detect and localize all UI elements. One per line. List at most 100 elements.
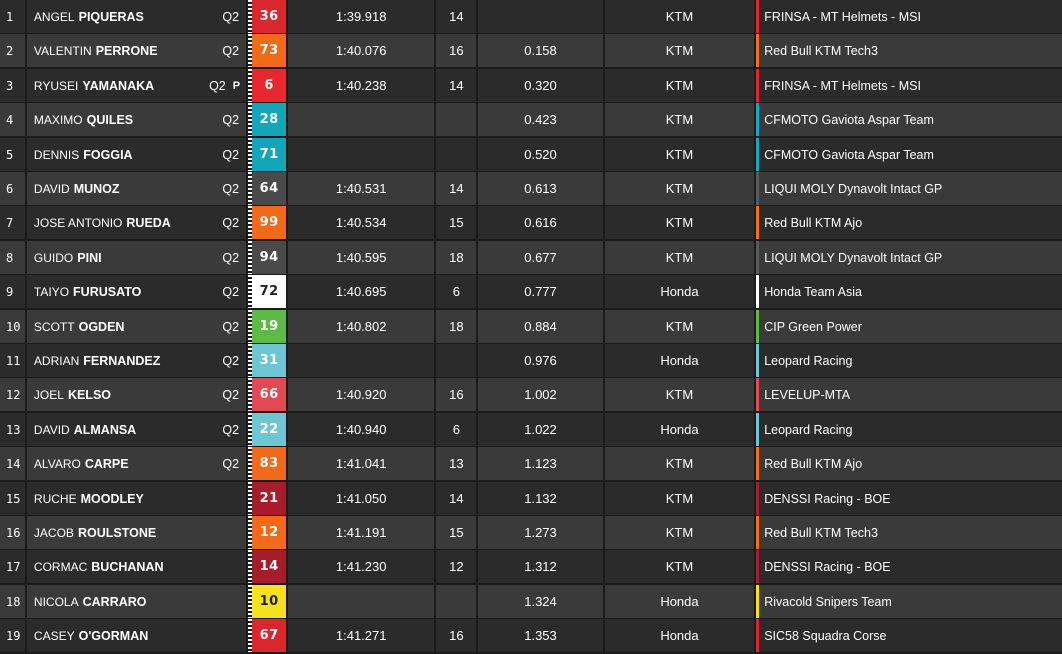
gap-cell	[478, 0, 603, 33]
laps-cell: 15	[436, 206, 477, 239]
rider-name-cell[interactable]: JACOB ROULSTONE	[26, 516, 247, 549]
team-cell[interactable]: FRINSA - MT Helmets - MSI	[756, 0, 1062, 33]
team-cell[interactable]: Leopard Racing	[756, 413, 1062, 446]
team-cell[interactable]: Red Bull KTM Ajo	[756, 206, 1062, 239]
table-row[interactable]: 1 ANGEL PIQUERAS Q2 36 1:39.918 14 KTM FRINSA - …	[0, 0, 1062, 33]
rider-last-name: MOODLEY	[80, 491, 144, 506]
laps-cell: 14	[436, 482, 477, 515]
team-cell[interactable]: Leopard Racing	[756, 344, 1062, 377]
rider-name-cell[interactable]: JOEL KELSO Q2	[26, 378, 247, 411]
table-row[interactable]: 10 SCOTT OGDEN Q2 19 1:40.802 18 0.884 KTM CIP Gr…	[0, 310, 1062, 343]
table-row[interactable]: 13 DAVID ALMANSA Q2 22 1:40.940 6 1.022 Honda Leo…	[0, 413, 1062, 446]
checkered-strip	[248, 206, 253, 239]
rider-name-cell[interactable]: DENNIS FOGGIA Q2	[26, 138, 247, 171]
table-row[interactable]: 11 ADRIAN FERNANDEZ Q2 31 0.976 Honda Leopard R…	[0, 344, 1062, 377]
lap-time-cell: 1:39.918	[287, 0, 435, 33]
rider-name-cell[interactable]: DAVID ALMANSA Q2	[26, 413, 247, 446]
table-row[interactable]: 15 RUCHE MOODLEY 21 1:41.050 14 1.132 KTM DENSSI…	[0, 482, 1062, 515]
rider-name-cell[interactable]: SCOTT OGDEN Q2	[26, 310, 247, 343]
rider-name-cell[interactable]: JOSE ANTONIO RUEDA Q2	[26, 206, 247, 239]
table-row[interactable]: 12 JOEL KELSO Q2 66 1:40.920 16 1.002 KTM LEVELUP…	[0, 378, 1062, 411]
gap-cell: 1.022	[478, 413, 603, 446]
table-row[interactable]: 2 VALENTIN PERRONE Q2 73 1:40.076 16 0.158 KTM Re…	[0, 34, 1062, 67]
team-cell[interactable]: CIP Green Power	[756, 310, 1062, 343]
team-cell[interactable]: Honda Team Asia	[756, 275, 1062, 308]
rider-name-cell[interactable]: ANGEL PIQUERAS Q2	[26, 0, 247, 33]
team-cell[interactable]: Red Bull KTM Tech3	[756, 516, 1062, 549]
team-cell[interactable]: CFMOTO Gaviota Aspar Team	[756, 103, 1062, 136]
rider-number-badge: 99	[252, 206, 287, 239]
team-cell[interactable]: DENSSI Racing - BOE	[756, 550, 1062, 583]
lap-time-cell	[287, 344, 435, 377]
rider-name-cell[interactable]: CASEY O'GORMAN	[26, 619, 247, 652]
rider-number-badge: 66	[252, 378, 287, 411]
rider-number-badge: 71	[252, 138, 287, 171]
team-cell[interactable]: Red Bull KTM Tech3	[756, 34, 1062, 67]
table-row[interactable]: 6 DAVID MUNOZ Q2 64 1:40.531 14 0.613 KTM LIQUI M…	[0, 172, 1062, 205]
rider-name-cell[interactable]: RUCHE MOODLEY	[26, 482, 247, 515]
team-cell[interactable]: DENSSI Racing - BOE	[756, 482, 1062, 515]
checkered-strip	[248, 0, 253, 33]
rider-number-cell: 10	[248, 585, 287, 618]
table-row[interactable]: 9 TAIYO FURUSATO Q2 72 1:40.695 6 0.777 Honda Hon…	[0, 275, 1062, 308]
team-cell[interactable]: LIQUI MOLY Dynavolt Intact GP	[756, 172, 1062, 205]
rider-name-cell[interactable]: TAIYO FURUSATO Q2	[26, 275, 247, 308]
rider-name-cell[interactable]: DAVID MUNOZ Q2	[26, 172, 247, 205]
team-color-bar	[756, 447, 760, 480]
session-label: Q2	[222, 250, 240, 265]
gap-cell: 1.324	[478, 585, 603, 618]
rider-name-cell[interactable]: ADRIAN FERNANDEZ Q2	[26, 344, 247, 377]
rider-name-cell[interactable]: RYUSEI YAMANAKA Q2 P	[26, 69, 247, 102]
team-color-bar	[756, 413, 760, 446]
lap-time-cell: 1:41.191	[287, 516, 435, 549]
team-cell[interactable]: Rivacold Snipers Team	[756, 585, 1062, 618]
rider-name-cell[interactable]: MAXIMO QUILES Q2	[26, 103, 247, 136]
rider-name-cell[interactable]: VALENTIN PERRONE Q2	[26, 34, 247, 67]
rider-number-badge: 31	[252, 344, 287, 377]
team-cell[interactable]: CFMOTO Gaviota Aspar Team	[756, 138, 1062, 171]
rider-last-name: ALMANSA	[73, 422, 137, 437]
laps-cell: 14	[436, 0, 477, 33]
rider-first-name: VALENTIN	[33, 43, 92, 58]
team-cell[interactable]: SIC58 Squadra Corse	[756, 619, 1062, 652]
rider-number-cell: 14	[248, 550, 287, 583]
table-row[interactable]: 7 JOSE ANTONIO RUEDA Q2 99 1:40.534 15 0.616 KTM…	[0, 206, 1062, 239]
position-cell: 6	[0, 172, 25, 205]
team-cell[interactable]: FRINSA - MT Helmets - MSI	[756, 69, 1062, 102]
rider-number-badge: 28	[252, 103, 287, 136]
team-cell[interactable]: Red Bull KTM Ajo	[756, 447, 1062, 480]
position-cell: 15	[0, 482, 25, 515]
manufacturer-cell: Honda	[604, 619, 755, 652]
table-row[interactable]: 18 NICOLA CARRARO 10 1.324 Honda Rivacold Snip…	[0, 585, 1062, 618]
table-row[interactable]: 14 ALVARO CARPE Q2 83 1:41.041 13 1.123 KTM Red B…	[0, 447, 1062, 480]
table-row[interactable]: 17 CORMAC BUCHANAN 14 1:41.230 12 1.312 KTM DENS…	[0, 550, 1062, 583]
rider-name-cell[interactable]: NICOLA CARRARO	[26, 585, 247, 618]
manufacturer-cell: Honda	[604, 413, 755, 446]
rider-number-cell: 67	[248, 619, 287, 652]
rider-last-name: KELSO	[67, 387, 111, 402]
rider-name-cell[interactable]: CORMAC BUCHANAN	[26, 550, 247, 583]
table-row[interactable]: 5 DENNIS FOGGIA Q2 71 0.520 KTM CFMOTO Gaviota …	[0, 138, 1062, 171]
team-cell[interactable]: LEVELUP-MTA	[756, 378, 1062, 411]
team-color-bar	[756, 482, 760, 515]
manufacturer-cell: KTM	[604, 447, 755, 480]
team-color-bar	[756, 0, 760, 33]
gap-cell: 1.353	[478, 619, 603, 652]
team-name: LIQUI MOLY Dynavolt Intact GP	[764, 250, 943, 265]
rider-number-badge: 83	[252, 447, 287, 480]
manufacturer-cell: KTM	[604, 206, 755, 239]
rider-last-name: MUNOZ	[73, 181, 120, 196]
gap-cell: 1.123	[478, 447, 603, 480]
team-cell[interactable]: LIQUI MOLY Dynavolt Intact GP	[756, 241, 1062, 274]
rider-name-cell[interactable]: GUIDO PINI Q2	[26, 241, 247, 274]
table-row[interactable]: 8 GUIDO PINI Q2 94 1:40.595 18 0.677 KTM LIQUI MO…	[0, 241, 1062, 274]
rider-first-name: JOEL	[33, 387, 64, 402]
checkered-strip	[248, 378, 253, 411]
table-row[interactable]: 3 RYUSEI YAMANAKA Q2 P 6 1:40.238 14 0.320 KTM FRI…	[0, 69, 1062, 102]
table-row[interactable]: 16 JACOB ROULSTONE 12 1:41.191 15 1.273 KTM Red …	[0, 516, 1062, 549]
rider-name-cell[interactable]: ALVARO CARPE Q2	[26, 447, 247, 480]
session-label: Q2	[222, 456, 240, 471]
table-row[interactable]: 19 CASEY O'GORMAN 67 1:41.271 16 1.353 Honda SIC…	[0, 619, 1062, 652]
table-row[interactable]: 4 MAXIMO QUILES Q2 28 0.423 KTM CFMOTO Gaviota …	[0, 103, 1062, 136]
rider-first-name: CORMAC	[33, 559, 88, 574]
